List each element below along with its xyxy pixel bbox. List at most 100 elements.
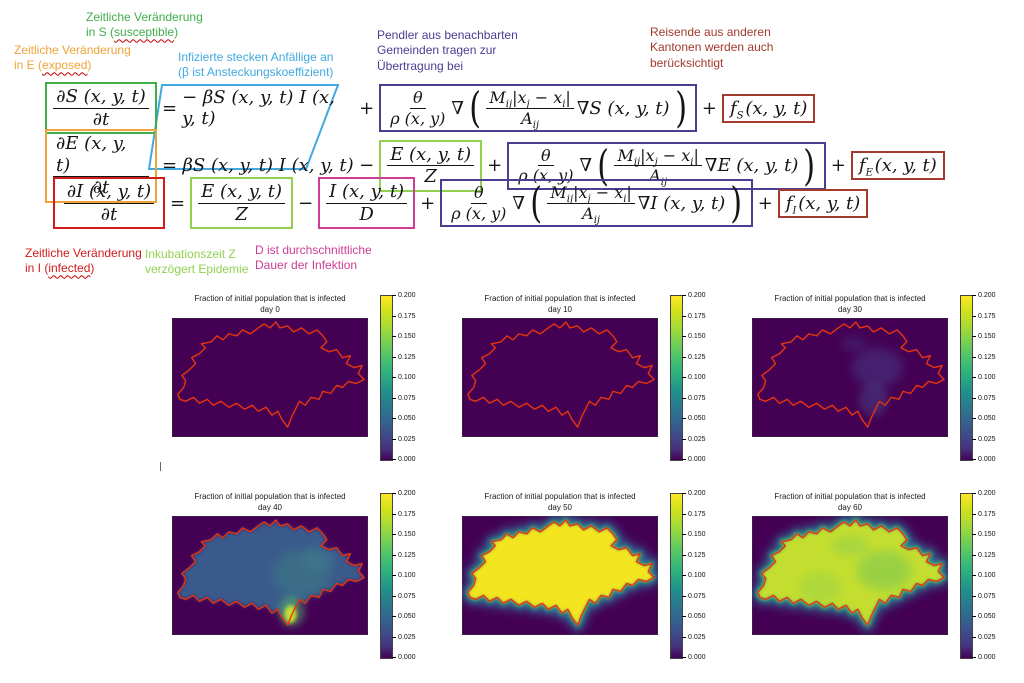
colorbar xyxy=(960,493,973,659)
big-paren-close: ) xyxy=(803,140,816,190)
nabla-s-term: ∇S (x, y, t) xyxy=(576,97,670,119)
colorbar-tick-label: 0.075 xyxy=(682,592,706,600)
switzerland-heatmap-day40 xyxy=(172,516,368,635)
map-panel-day0: Fraction of initial population that is i… xyxy=(172,292,424,470)
colorbar-ticks: 0.200 0.175 0.150 0.125 0.100 0.075 0.050 0.025… xyxy=(392,490,424,661)
annotation-line: Infizierte stecken Anfällige an xyxy=(178,50,334,64)
colorbar-tick-label: 0.075 xyxy=(392,394,416,402)
map-title: Fraction of initial population that is i… xyxy=(774,492,926,512)
annotation-line: (β ist Ansteckungskoeffizient) xyxy=(178,65,334,80)
colorbar-tick-label: 0.100 xyxy=(392,374,416,381)
big-paren-open: ( xyxy=(597,140,610,190)
nabla: ∇ xyxy=(451,97,464,119)
colorbar-tick-label: 0.000 xyxy=(972,456,996,463)
annotation-exposed: Zeitliche Veränderung in E (exposed) xyxy=(14,43,131,74)
colorbar xyxy=(670,493,683,659)
colorbar-tick-label: 0.150 xyxy=(682,333,706,340)
map-title: Fraction of initial population that is i… xyxy=(484,294,636,314)
colorbar-tick-label: 0.200 xyxy=(682,490,706,497)
annotation-line: Pendler aus benachbarten xyxy=(377,28,518,42)
colorbar-ticks: 0.200 0.175 0.150 0.125 0.100 0.075 0.050 0.025… xyxy=(972,490,1004,661)
annotation-line: Reisende aus anderen xyxy=(650,25,771,39)
nabla: ∇ xyxy=(579,155,593,177)
colorbar-tick-label: 0.025 xyxy=(392,435,416,443)
colorbar-ticks: 0.200 0.175 0.150 0.125 0.100 0.075 0.050 0.025… xyxy=(682,292,714,463)
colorbar-tick-label: 0.150 xyxy=(972,531,996,538)
colorbar-ticks: 0.200 0.175 0.150 0.125 0.100 0.075 0.050 0.025… xyxy=(682,490,714,661)
colorbar-tick-label: 0.125 xyxy=(972,551,996,559)
term-dsdt-box: ∂S (x, y, t) ∂t xyxy=(45,82,157,135)
term-mass-action-e: βS (x, y, t) I (x, y, t) xyxy=(182,155,354,177)
colorbar-tick-label: 0.000 xyxy=(392,456,416,463)
switzerland-heatmap-day30 xyxy=(752,318,948,437)
map-title: Fraction of initial population that is i… xyxy=(194,492,346,512)
plus-sign: + xyxy=(359,97,375,119)
colorbar-tick-label: 0.100 xyxy=(682,572,706,579)
term-didt-box: ∂I (x, y, t) ∂t xyxy=(53,177,165,230)
colorbar-tick-label: 0.175 xyxy=(682,510,706,518)
colorbar-tick-label: 0.050 xyxy=(972,613,996,620)
colorbar-tick-label: 0.100 xyxy=(392,572,416,579)
switzerland-heatmap-day0 xyxy=(172,318,368,437)
big-paren-close: ) xyxy=(674,82,687,132)
colorbar-tick-label: 0.025 xyxy=(682,633,706,641)
colorbar-tick-label: 0.050 xyxy=(392,415,416,422)
stray-mark xyxy=(160,462,161,471)
annotation-dauer: D ist durchschnittliche Dauer der Infekt… xyxy=(255,243,372,274)
annotation-inkubationszeit: Inkubationszeit Z verzögert Epidemie xyxy=(145,247,248,278)
colorbar-tick-label: 0.025 xyxy=(682,435,706,443)
colorbar-tick-label: 0.125 xyxy=(392,353,416,361)
colorbar-tick-label: 0.200 xyxy=(682,292,706,299)
annotation-line: Zeitliche Veränderung xyxy=(25,246,142,260)
map-panel-day10: Fraction of initial population that is i… xyxy=(462,292,714,470)
big-paren-open: ( xyxy=(469,82,482,132)
annotation-line: Übertragung bei xyxy=(377,58,464,73)
colorbar-tick-label: 0.200 xyxy=(392,292,416,299)
big-paren-close: ) xyxy=(730,177,743,227)
colorbar-tick-label: 0.175 xyxy=(972,510,996,518)
colorbar-tick-label: 0.075 xyxy=(972,394,996,402)
colorbar-tick-label: 0.025 xyxy=(972,435,996,443)
plus-sign: + xyxy=(830,155,846,177)
annotation-line: Zeitliche Veränderung xyxy=(86,10,203,24)
annotation-line: Inkubationszeit Z xyxy=(145,247,236,261)
colorbar xyxy=(670,295,683,461)
colorbar xyxy=(960,295,973,461)
colorbar-ticks: 0.200 0.175 0.150 0.125 0.100 0.075 0.050 0.025… xyxy=(972,292,1004,463)
colorbar-tick-label: 0.025 xyxy=(972,633,996,641)
colorbar-tick-label: 0.000 xyxy=(682,654,706,661)
colorbar-tick-label: 0.050 xyxy=(972,415,996,422)
map-title: Fraction of initial population that is i… xyxy=(194,294,346,314)
term-fe-box: fE (x, y, t) xyxy=(850,151,945,181)
colorbar-tick-label: 0.200 xyxy=(972,292,996,299)
annotation-line: D ist durchschnittliche xyxy=(255,243,372,257)
annotation-line: Zeitliche Veränderung xyxy=(14,43,131,57)
annotation-line: Gemeinden tragen zur xyxy=(377,43,497,58)
colorbar-tick-label: 0.175 xyxy=(392,312,416,320)
plus-sign: + xyxy=(420,192,436,214)
term-fs-box: fS (x, y, t) xyxy=(722,93,816,123)
colorbar-tick-label: 0.000 xyxy=(682,456,706,463)
colorbar-tick-label: 0.175 xyxy=(682,312,706,320)
colorbar-tick-label: 0.075 xyxy=(972,592,996,600)
switzerland-heatmap-day60 xyxy=(752,516,948,635)
plus-sign: + xyxy=(487,155,503,177)
colorbar-tick-label: 0.050 xyxy=(682,613,706,620)
minus-sign: − xyxy=(298,192,314,214)
map-title: Fraction of initial population that is i… xyxy=(484,492,636,512)
term-ez-box: E (x, y, t) Z xyxy=(379,139,483,192)
annotation-line: berücksichtigt xyxy=(650,55,724,70)
colorbar-tick-label: 0.175 xyxy=(972,312,996,320)
equation-s: ∂S (x, y, t) ∂t = − βS (x, y, t) I (x, y,… xyxy=(45,82,816,135)
colorbar-tick-label: 0.125 xyxy=(682,551,706,559)
big-paren-open: ( xyxy=(530,177,543,227)
annotation-line: verzögert Epidemie xyxy=(145,262,249,277)
colorbar-tick-label: 0.075 xyxy=(682,394,706,402)
colorbar-tick-label: 0.125 xyxy=(682,353,706,361)
colorbar-tick-label: 0.150 xyxy=(972,333,996,340)
colorbar-tick-label: 0.125 xyxy=(392,551,416,559)
colorbar-tick-label: 0.150 xyxy=(682,531,706,538)
